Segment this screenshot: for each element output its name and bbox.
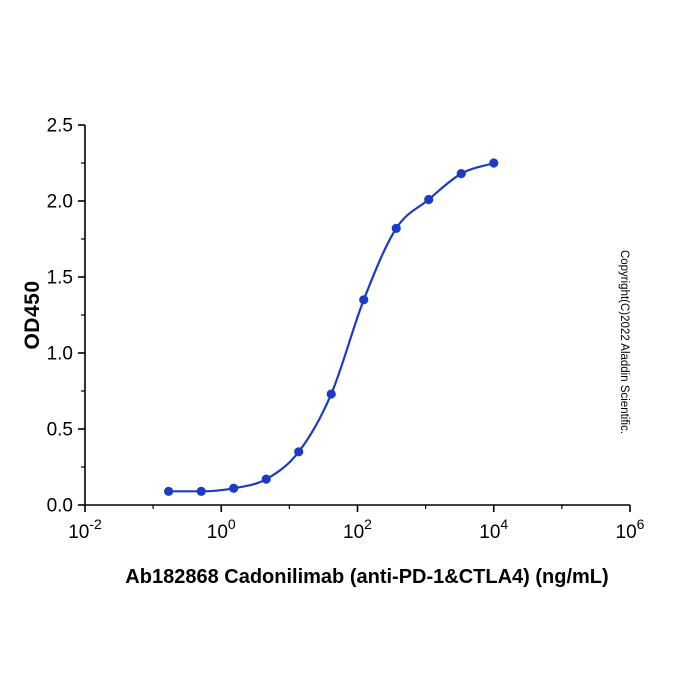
data-point: [359, 295, 369, 305]
x-tick-label: 106: [616, 516, 645, 543]
copyright-watermark: Copyright(C)2022 Aladdin Scientific.: [618, 249, 630, 435]
y-tick-label: 2.0: [47, 192, 73, 213]
y-tick-label: 2.5: [47, 116, 73, 137]
x-tick-label: 104: [479, 516, 508, 543]
data-point: [294, 447, 304, 457]
data-point: [229, 483, 239, 493]
data-point: [456, 169, 466, 179]
y-tick-label: 0.5: [47, 420, 73, 441]
x-tick-label: 100: [207, 516, 236, 543]
y-tick-label: 1.0: [47, 344, 73, 365]
x-axis-title: Ab182868 Cadonilimab (anti-PD-1&CTLA4) (…: [125, 566, 609, 588]
y-tick-label: 0.0: [47, 496, 73, 517]
data-point: [424, 194, 434, 205]
data-point: [489, 158, 499, 168]
data-point: [164, 486, 174, 496]
data-point: [196, 486, 206, 496]
data-point: [326, 389, 336, 399]
data-point: [261, 474, 271, 484]
y-axis-title: OD450: [21, 280, 44, 350]
data-point: [391, 223, 401, 233]
y-tick-label: 1.5: [47, 268, 73, 289]
fit-curve: [168, 161, 495, 493]
x-tick-label: 102: [343, 516, 372, 543]
x-tick-label: 10-2: [68, 516, 102, 543]
